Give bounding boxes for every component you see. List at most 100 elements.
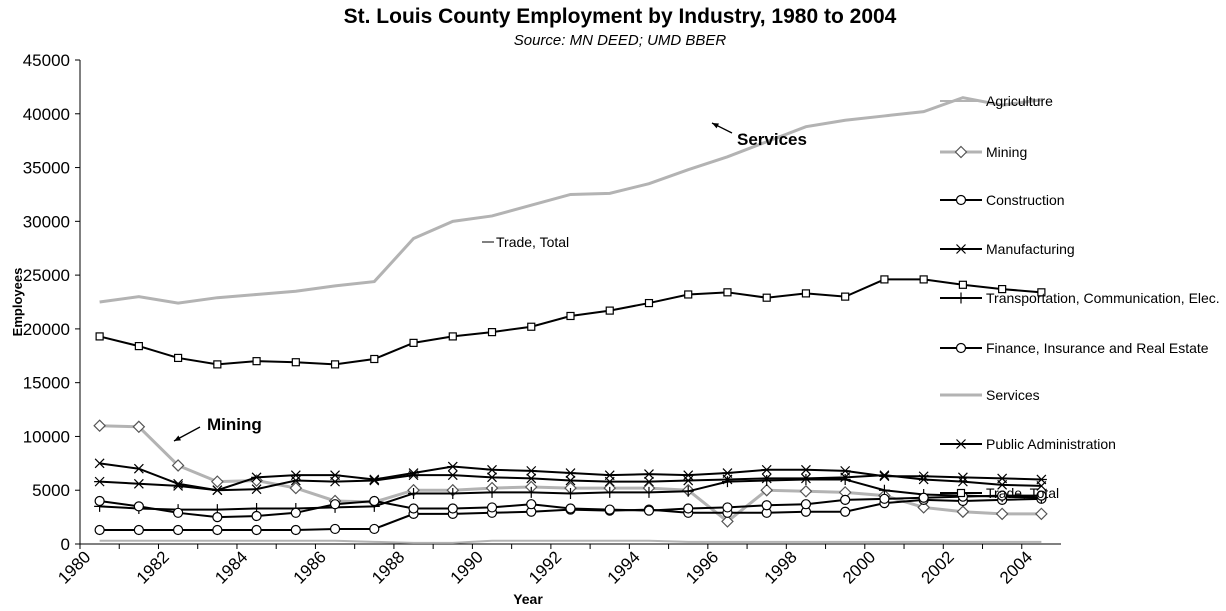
marker: [329, 523, 341, 535]
legend-symbol: [940, 393, 982, 397]
marker: [369, 475, 380, 486]
marker: [290, 524, 301, 536]
legend-item: Manufacturing: [940, 241, 1226, 257]
legend-symbol: [940, 145, 982, 159]
marker: [604, 470, 616, 481]
marker: [643, 486, 655, 498]
legend-symbol: [940, 244, 982, 254]
legend-label: Public Administration: [986, 436, 1116, 452]
marker: [955, 342, 967, 354]
marker: [370, 354, 379, 364]
marker: [878, 471, 890, 482]
legend-item: Agriculture: [940, 93, 1226, 109]
legend-item: Construction: [940, 192, 1226, 208]
legend-label: Manufacturing: [986, 241, 1075, 257]
marker: [408, 503, 419, 514]
marker: [643, 469, 655, 480]
legend-item: Finance, Insurance and Real Estate: [940, 340, 1226, 356]
marker: [94, 524, 105, 536]
legend-label: Construction: [986, 192, 1065, 208]
y-tick-label: 25000: [23, 266, 70, 285]
marker: [956, 505, 970, 519]
y-tick-label: 5000: [32, 481, 70, 500]
marker: [1035, 474, 1047, 485]
marker: [173, 524, 184, 536]
marker: [211, 485, 223, 496]
x-tick-label: 1986: [290, 547, 330, 587]
marker: [525, 465, 537, 476]
y-tick-label: 35000: [23, 159, 70, 178]
marker: [879, 470, 890, 481]
annotation: Mining: [207, 415, 262, 434]
annotation: Trade, Total: [496, 234, 569, 250]
marker: [486, 502, 498, 513]
marker: [251, 472, 263, 483]
marker: [368, 474, 380, 485]
marker: [251, 524, 262, 536]
marker: [955, 194, 967, 206]
marker: [408, 468, 420, 478]
marker: [800, 499, 812, 510]
legend-item: Trade, Total: [940, 485, 1226, 501]
marker: [408, 487, 420, 499]
marker: [132, 420, 146, 434]
marker: [722, 502, 733, 513]
marker: [94, 476, 106, 487]
marker: [448, 332, 457, 341]
marker: [210, 475, 224, 488]
marker: [252, 357, 261, 366]
legend-item: Mining: [940, 144, 1226, 160]
marker: [996, 473, 1008, 484]
arrow-head: [712, 123, 719, 129]
marker: [918, 471, 930, 482]
marker: [94, 458, 105, 469]
marker: [565, 468, 576, 478]
marker: [486, 464, 498, 475]
y-tick-label: 20000: [23, 320, 70, 339]
marker: [683, 503, 694, 514]
marker: [605, 306, 614, 315]
legend-item: Services: [940, 387, 1226, 403]
marker: [954, 145, 968, 159]
y-tick-label: 0: [61, 535, 70, 554]
marker: [644, 476, 654, 487]
marker: [604, 486, 616, 498]
marker: [799, 484, 813, 498]
legend-label: Agriculture: [986, 93, 1053, 109]
marker: [212, 512, 223, 523]
marker: [841, 292, 850, 301]
marker: [447, 487, 459, 499]
marker: [409, 338, 418, 347]
legend-symbol: [940, 488, 982, 498]
marker: [955, 292, 967, 304]
marker: [604, 504, 615, 515]
legend-label: Trade, Total: [986, 485, 1060, 501]
marker: [133, 501, 144, 512]
marker: [447, 503, 458, 514]
marker: [527, 322, 536, 331]
marker: [997, 490, 1008, 501]
y-axis-label: Employees: [10, 268, 25, 337]
marker: [957, 476, 968, 487]
y-tick-label: 30000: [23, 212, 70, 231]
marker: [95, 332, 104, 341]
y-tick-label: 45000: [23, 51, 70, 70]
marker: [447, 470, 458, 481]
legend-item: Public Administration: [940, 436, 1226, 452]
marker: [643, 505, 655, 516]
marker: [133, 524, 144, 536]
marker: [919, 275, 928, 284]
marker: [762, 293, 771, 302]
marker: [487, 472, 497, 483]
marker: [565, 487, 576, 499]
legend-label: Services: [986, 387, 1040, 403]
marker: [526, 499, 537, 510]
x-tick-label: 1994: [604, 547, 644, 587]
marker: [684, 290, 693, 299]
marker: [566, 311, 575, 321]
marker: [880, 275, 889, 284]
marker: [721, 476, 733, 488]
marker: [565, 475, 576, 486]
x-tick-label: 1982: [133, 547, 173, 587]
